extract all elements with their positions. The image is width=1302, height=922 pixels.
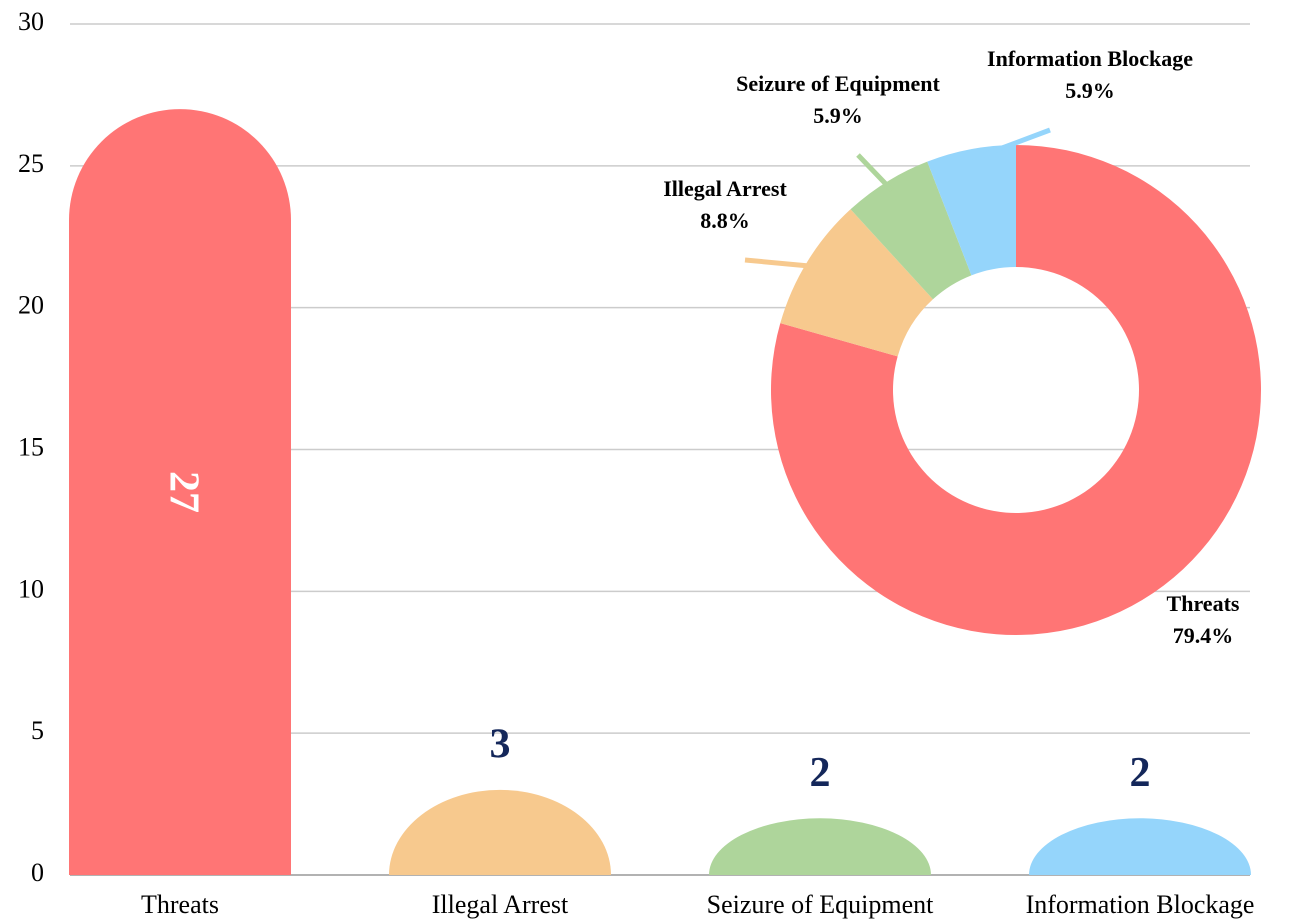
y-tick-label: 25 [18, 149, 44, 178]
pie-label: Illegal Arrest [663, 176, 787, 201]
pie-label: Threats [1167, 591, 1240, 616]
pie-slice [780, 209, 933, 357]
pie-label: Seizure of Equipment [736, 71, 940, 96]
pie-value-label: 5.9% [813, 103, 863, 128]
y-tick-label: 5 [31, 716, 44, 745]
pie-slice [771, 145, 1261, 635]
y-tick-label: 20 [18, 291, 44, 320]
pie-value-label: 79.4% [1173, 623, 1234, 648]
pie-value-label: 8.8% [700, 208, 750, 233]
bar [69, 109, 291, 875]
y-tick-label: 0 [31, 858, 44, 887]
y-tick-label: 30 [18, 7, 44, 36]
leader-line [744, 257, 817, 270]
x-tick-label: Illegal Arrest [432, 890, 569, 919]
value-label: 2 [1130, 750, 1151, 796]
pie-slice [850, 161, 972, 300]
value-label: 2 [810, 750, 831, 796]
bar [1029, 818, 1251, 875]
pie-value-label: 5.9% [1065, 78, 1115, 103]
x-tick-label: Threats [141, 890, 219, 919]
bar [709, 818, 931, 875]
leader-line [856, 153, 894, 193]
bar [389, 789, 611, 875]
value-label: 27 [160, 471, 206, 513]
y-tick-label: 10 [18, 574, 44, 603]
x-tick-label: Seizure of Equipment [707, 890, 934, 919]
pie-slice [927, 145, 1016, 276]
pie-label: Information Blockage [987, 46, 1193, 71]
y-tick-label: 15 [18, 432, 44, 461]
leader-line [971, 127, 1051, 162]
value-label: 3 [490, 722, 511, 768]
x-tick-label: Information Blockage [1026, 890, 1255, 919]
